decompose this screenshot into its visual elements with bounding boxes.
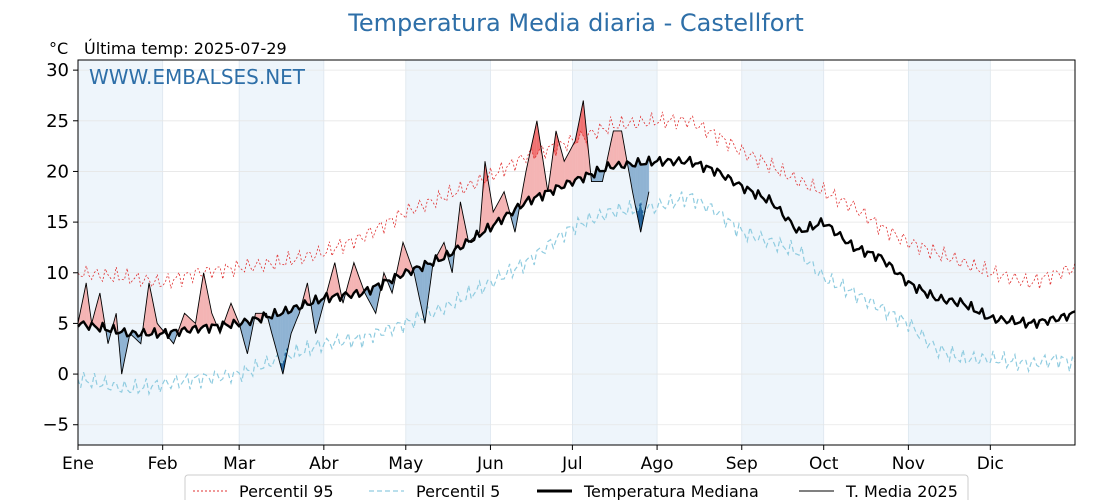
month-band [78, 60, 163, 445]
series-lines [77, 100, 1076, 397]
t2025-line [77, 100, 650, 375]
y-axis: −5 0 5 10 15 20 25 30 [42, 60, 78, 436]
y-unit-label: °C [49, 39, 68, 58]
month-band [239, 60, 324, 445]
y-tick-label: 15 [46, 212, 69, 233]
x-tick-label: Oct [809, 454, 839, 474]
x-tick-label: Jun [476, 454, 504, 474]
x-tick-label: Mar [223, 454, 255, 474]
y-tick-label: 30 [46, 60, 69, 81]
y-tick-label: 10 [46, 263, 69, 284]
grid-lines [77, 60, 1075, 445]
below-median-fill [375, 283, 379, 314]
x-tick-label: Abr [309, 454, 338, 474]
legend-label-p95: Percentil 95 [239, 482, 334, 500]
month-band [572, 60, 658, 445]
y-tick-label: −5 [42, 415, 69, 436]
above-median-fill [613, 130, 617, 169]
legend-label-p5: Percentil 5 [416, 482, 500, 500]
legend: Percentil 95 Percentil 5 Temperatura Med… [184, 474, 969, 500]
month-band [741, 60, 824, 445]
median-line [77, 155, 1076, 340]
x-tick-label: Ene [62, 454, 94, 474]
last-update-label: Última temp: 2025-07-29 [84, 39, 287, 58]
y-tick-label: 5 [58, 313, 69, 334]
above-median-fill [569, 146, 573, 187]
plot-frame [77, 59, 1076, 446]
above-median-fill [615, 130, 619, 166]
p5-line [77, 191, 1076, 397]
x-tick-label: Ago [641, 454, 674, 474]
x-tick-label: Feb [148, 454, 178, 474]
below-median-fill [599, 170, 603, 182]
legend-box [184, 474, 969, 500]
y-tick-label: 25 [46, 111, 69, 132]
month-bands [78, 60, 991, 445]
watermark: WWW.EMBALSES.NET [89, 65, 306, 89]
x-axis: Ene Feb Mar Abr May Jun Jul Ago Sep Oct Nov Dic [62, 445, 1004, 474]
x-tick-label: Sep [726, 454, 758, 474]
legend-label-t2025: T. Media 2025 [845, 482, 958, 500]
y-tick-label: 0 [58, 364, 69, 385]
legend-label-median: Temperatura Mediana [583, 482, 759, 500]
x-tick-label: May [388, 454, 423, 474]
month-band [908, 60, 991, 445]
y-tick-label: 20 [46, 161, 69, 182]
p95-line [77, 111, 1076, 289]
x-tick-label: Jul [561, 454, 583, 474]
x-tick-label: Dic [977, 454, 1004, 474]
x-tick-label: Nov [892, 454, 925, 474]
chart-title: Temperatura Media diaria - Castellfort [347, 9, 804, 37]
